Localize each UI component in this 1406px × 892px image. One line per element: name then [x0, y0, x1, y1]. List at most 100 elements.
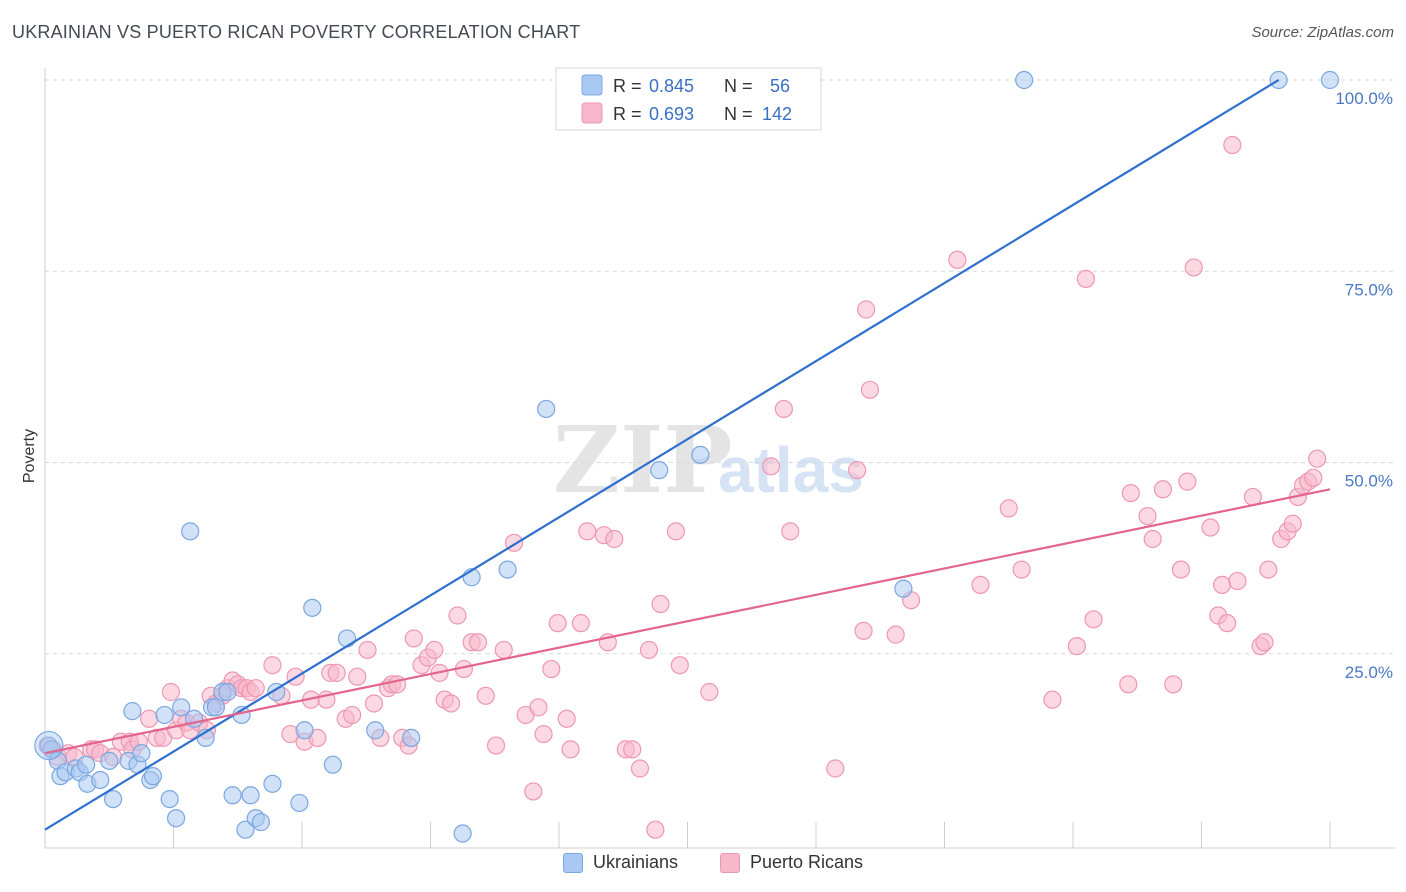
ukrainians-point-10: [100, 751, 119, 770]
puerto-ricans-point-45: [348, 667, 367, 686]
legend-n-label-1: N =: [724, 76, 753, 96]
puerto-ricans-point-123: [1228, 571, 1247, 591]
puerto-ricans-point-71: [529, 698, 548, 717]
puerto-ricans-point-74: [548, 614, 567, 633]
puerto-ricans-point-67: [494, 640, 513, 660]
puerto-ricans-point-64: [468, 633, 488, 652]
ukrainians-point-32: [241, 786, 260, 805]
legend-swatch-ukrainians: [581, 74, 603, 96]
series-legend: Ukrainians Puerto Ricans: [0, 852, 1406, 878]
puerto-ricans-point-97: [857, 300, 876, 319]
puerto-ricans-point-42: [327, 663, 346, 682]
legend-item-puerto-ricans[interactable]: Puerto Ricans: [720, 852, 863, 873]
ukrainians-point-49: [691, 445, 710, 464]
puerto-ricans-point-135: [1308, 449, 1327, 468]
y-axis-title: Poverty: [21, 429, 38, 483]
puerto-ricans-point-91: [761, 457, 781, 476]
puerto-ricans-point-60: [441, 694, 461, 713]
puerto-ricans-point-54: [404, 629, 423, 648]
legend-label-ukrainians: Ukrainians: [593, 852, 679, 872]
ukrainians-point-18: [155, 705, 174, 725]
puerto-ricans-point-13: [139, 709, 159, 728]
puerto-ricans-point-51: [387, 675, 407, 694]
puerto-ricans-point-113: [1153, 480, 1173, 499]
legend-n-label-2: N =: [724, 104, 753, 124]
puerto-ricans-point-46: [358, 640, 377, 660]
puerto-ricans-point-109: [1119, 675, 1138, 694]
ukrainians-point-31: [236, 820, 255, 839]
ukrainians-point-41: [337, 629, 357, 648]
puerto-ricans-point-96: [854, 621, 873, 640]
legend-n-value-1: 56: [770, 76, 790, 96]
puerto-ricans-point-106: [1067, 636, 1086, 656]
puerto-ricans-point-111: [1138, 506, 1157, 526]
ukrainians-point-50: [894, 579, 913, 598]
puerto-ricans-point-77: [571, 614, 590, 633]
puerto-ricans-point-76: [561, 740, 580, 759]
puerto-ricans-point-33: [263, 656, 282, 675]
puerto-ricans-point-104: [1012, 560, 1031, 579]
puerto-ricans-point-75: [557, 709, 576, 728]
puerto-ricans-point-16: [161, 682, 181, 702]
y-tick-label-2: 75.0%: [1345, 280, 1393, 299]
puerto-ricans-point-70: [524, 782, 543, 801]
scatter-chart: ZIP atlas 25.0%50.0%75.0%100.0%0.0%100.0…: [21, 67, 1395, 849]
ukrainians-trend-line: [44, 79, 1280, 831]
ukrainians-point-38: [295, 721, 314, 740]
puerto-ricans-point-61: [448, 606, 467, 625]
puerto-ricans-point-122: [1223, 135, 1242, 155]
puerto-ricans-point-95: [848, 461, 867, 480]
ukrainians-point-9: [91, 770, 110, 790]
puerto-ricans-point-112: [1143, 529, 1162, 549]
puerto-ricans-point-72: [534, 724, 553, 744]
source-label: Source: ZipAtlas.com: [1251, 24, 1394, 41]
ukrainians-point-51: [1015, 70, 1034, 90]
ukrainians-point-40: [323, 755, 342, 774]
puerto-ricans-point-90: [700, 682, 719, 702]
ukrainians-point-29: [223, 786, 242, 805]
puerto-ricans-point-73: [542, 659, 561, 679]
ukrainians-point-17: [143, 767, 163, 786]
puerto-ricans-point-78: [578, 522, 597, 541]
chart-title: UKRAINIAN VS PUERTO RICAN POVERTY CORREL…: [12, 22, 581, 42]
trend-lines: [44, 79, 1331, 831]
ukrainians-point-21: [172, 698, 191, 717]
ukrainians-point-7: [77, 755, 96, 774]
legend-item-ukrainians[interactable]: Ukrainians: [563, 852, 678, 873]
puerto-ricans-point-98: [860, 380, 880, 399]
puerto-ricans-point-103: [999, 499, 1018, 518]
puerto-ricans-point-115: [1171, 560, 1191, 579]
puerto-ricans-point-81: [605, 529, 624, 549]
puerto-ricans-trend-line: [44, 488, 1331, 755]
ukrainians-point-43: [402, 728, 421, 748]
tick-labels: 25.0%50.0%75.0%100.0%0.0%100.0%: [1335, 89, 1393, 682]
puerto-ricans-point-47: [364, 694, 384, 713]
puerto-ricans-point-126: [1255, 633, 1274, 652]
ukrainians-point-28: [218, 682, 237, 702]
ukrainians-point-42: [366, 721, 385, 740]
puerto-ricans-point-102: [971, 575, 990, 595]
ukrainians-point-34: [251, 812, 270, 832]
puerto-ricans-point-120: [1212, 575, 1232, 595]
ukrainians-point-44: [453, 824, 472, 843]
axes: [44, 68, 1395, 849]
puerto-ricans-point-87: [651, 594, 670, 614]
legend-swatch-puerto-ricans: [581, 102, 603, 124]
ukrainians-point-11: [104, 789, 123, 809]
puerto-ricans-point-114: [1164, 675, 1183, 694]
puerto-ricans-point-44: [343, 705, 362, 725]
puerto-ricans-point-130: [1283, 514, 1302, 533]
puerto-ricans-point-92: [774, 399, 793, 419]
ukrainians-point-47: [537, 399, 556, 419]
puerto-ricans-point-83: [623, 740, 642, 759]
puerto-ricans-point-117: [1184, 258, 1203, 277]
puerto-ricans-point-105: [1043, 690, 1062, 709]
watermark-atlas: atlas: [718, 434, 864, 506]
legend-n-value-2: 142: [762, 104, 792, 124]
puerto-ricans-point-107: [1076, 269, 1095, 288]
ukrainians-point-13: [123, 702, 142, 721]
legend-label-puerto-ricans: Puerto Ricans: [750, 852, 864, 872]
ukrainians-point-26: [206, 698, 226, 717]
ukrainians-point-19: [160, 789, 179, 809]
stats-legend: R = 0.845 N = 56 R = 0.693 N = 142: [555, 67, 822, 131]
